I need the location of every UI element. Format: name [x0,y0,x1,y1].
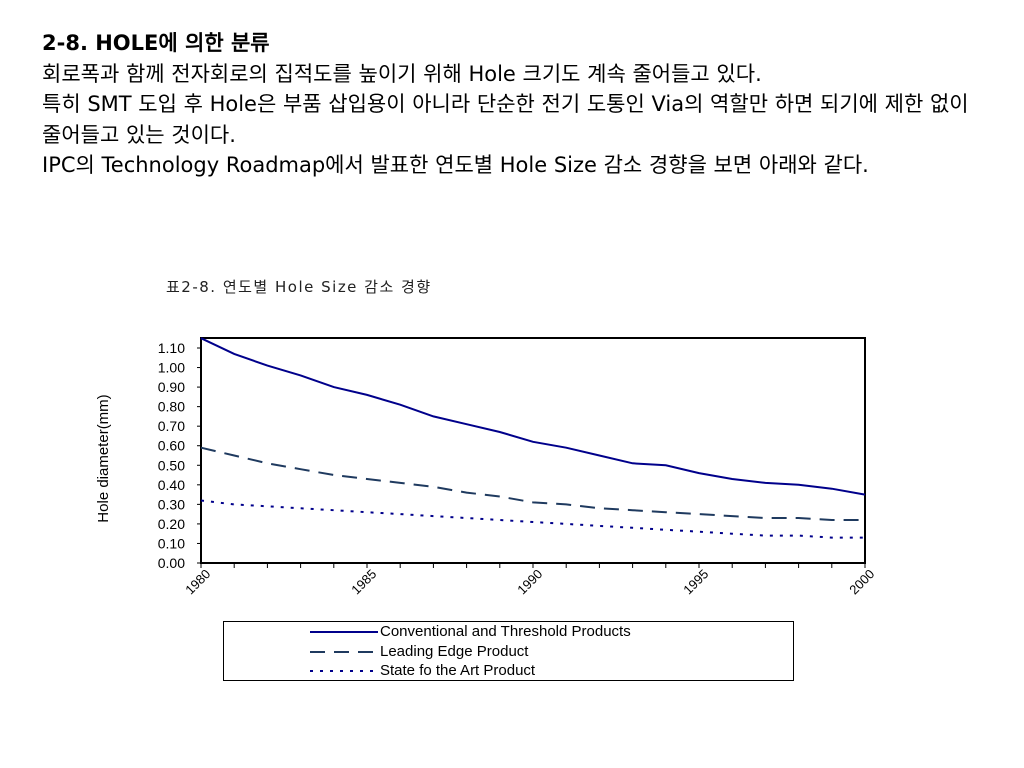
legend-label: State fo the Art Product [380,662,536,679]
x-tick-label: 1995 [680,566,711,597]
intro-text: 2-8. HOLE에 의한 분류 회로폭과 함께 전자회로의 집적도를 높이기 … [42,28,972,181]
legend-swatch-solid [310,630,378,633]
series-line-1 [200,337,866,496]
paragraph-2: 특히 SMT 도입 후 Hole은 부품 삽입용이 아니라 단순한 전기 도통인… [42,92,969,147]
paragraph-3: IPC의 Technology Roadmap에서 발표한 연도별 Hole S… [42,153,869,177]
legend-swatch-dot [310,669,378,672]
y-tick-label: 0.90 [158,379,185,395]
y-tick-label: 0.40 [158,477,185,493]
legend-label: Leading Edge Product [380,643,529,660]
y-tick-label: 0.70 [158,418,185,434]
series-line-3 [200,499,865,539]
legend-item-leading-edge: Leading Edge Product [310,642,528,661]
y-tick-label: 0.10 [158,535,185,551]
x-tick-label: 1980 [182,566,213,597]
legend-item-state-of-art: State fo the Art Product [310,661,535,680]
paragraph-1: 회로폭과 함께 전자회로의 집적도를 높이기 위해 Hole 크기도 계속 줄어… [42,61,762,86]
y-axis-label: Hole diameter(mm) [95,394,112,522]
chart-legend: Conventional and Threshold Products Lead… [223,621,794,681]
y-tick-label: 0.50 [158,457,185,473]
x-tick-label: 1990 [514,566,545,597]
y-tick-label: 1.10 [158,340,185,356]
y-tick-label: 0.60 [158,438,185,454]
x-tick-label: 2000 [846,566,877,597]
x-tick-label: 1985 [348,566,379,597]
y-tick-label: 0.30 [158,496,185,512]
legend-swatch-dash [310,650,378,653]
section-heading: 2-8. HOLE에 의한 분류 [42,31,270,55]
y-tick-label: 0.20 [158,516,185,532]
legend-item-conventional: Conventional and Threshold Products [310,622,631,641]
plot-frame [200,337,866,564]
y-tick-label: 0.80 [158,399,185,415]
legend-label: Conventional and Threshold Products [380,623,631,640]
chart-title: 표2-8. 연도별 Hole Size 감소 경향 [166,278,432,296]
y-tick-label: 0.00 [158,555,185,571]
y-tick-label: 1.00 [158,360,185,376]
